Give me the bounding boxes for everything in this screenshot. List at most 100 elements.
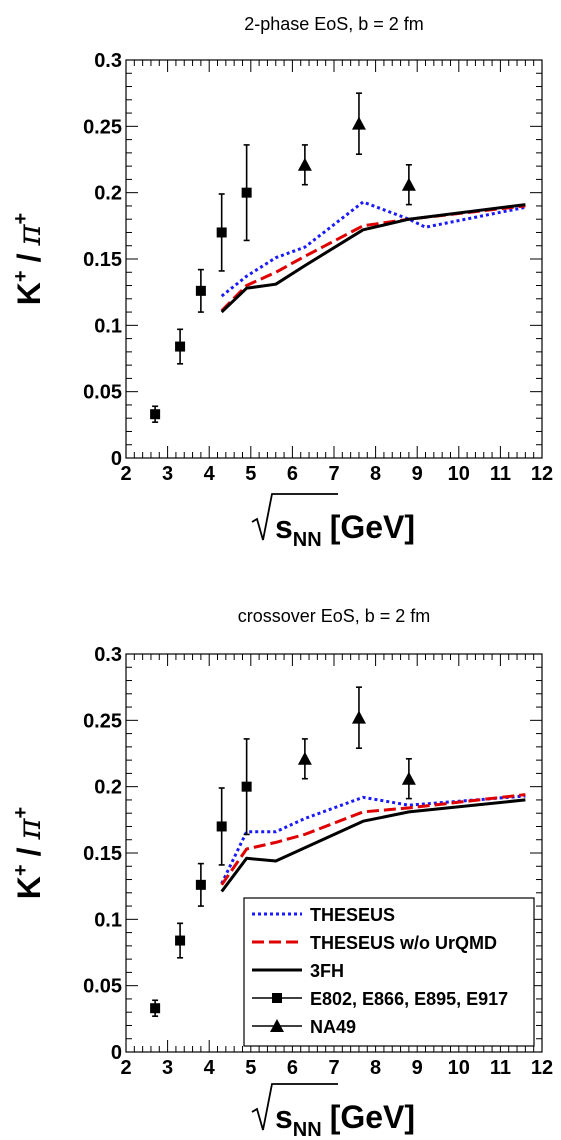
x-tick-label: 7	[328, 1057, 339, 1079]
y-tick-label: 0.15	[83, 249, 122, 271]
y-label-pi: π	[10, 224, 48, 247]
x-tick-label: 3	[162, 463, 173, 485]
series-line-2	[220, 798, 526, 893]
chart-title: crossover EoS, b = 2 fm	[238, 606, 431, 626]
y-axis: 0 0.05 0.1 0.15 0.2 0.25 0.3	[83, 644, 542, 1064]
x-tick-label: 3	[162, 1057, 173, 1079]
radical-sign-icon	[251, 493, 338, 541]
data-point	[351, 116, 366, 130]
x-label-s: s	[275, 1099, 293, 1135]
y-tick-label: 0.1	[94, 315, 122, 337]
legend-item: THESEUS	[252, 905, 395, 925]
x-tick-label: 5	[245, 1057, 256, 1079]
data-point	[297, 157, 312, 171]
series-markers-3	[150, 144, 252, 423]
legend-label: NA49	[310, 1017, 356, 1037]
y-tick-label: 0.3	[94, 50, 122, 72]
x-tick-label: 10	[448, 463, 470, 485]
x-label-sub: NN	[293, 529, 322, 551]
x-axis: 2 3 4 5 6 7 8 9 10 11 12	[120, 654, 553, 1079]
legend-label: THESEUS w/o UrQMD	[310, 933, 497, 953]
y-tick-label: 0.25	[83, 710, 122, 732]
x-label-unit: [GeV]	[330, 509, 415, 545]
x-label-text: sNN [GeV]	[275, 1099, 415, 1140]
data-point	[241, 781, 252, 792]
series-line-1	[220, 204, 526, 312]
legend-box	[243, 897, 535, 1047]
y-tick-label: 0.05	[83, 976, 122, 998]
x-tick-label: 6	[287, 463, 298, 485]
x-tick-label: 4	[204, 1057, 216, 1079]
plot-frame	[125, 59, 543, 459]
y-tick-label: 0	[111, 448, 122, 470]
series-line-0	[220, 794, 526, 885]
data-point	[195, 879, 206, 890]
x-tick-label: 12	[531, 1057, 553, 1079]
x-label-text: sNN [GeV]	[275, 509, 415, 551]
x-axis-label: sNN [GeV]	[251, 493, 415, 551]
series-line-1	[220, 793, 526, 886]
x-tick-label: 12	[531, 463, 553, 485]
y-label-k: K	[11, 282, 47, 305]
legend-label: THESEUS	[310, 905, 395, 925]
series-line-0	[220, 200, 526, 298]
y-axis-label: K+/π+	[10, 807, 48, 899]
y-label-k: K	[11, 876, 47, 899]
x-tick-label: 4	[204, 463, 216, 485]
y-tick-label: 0.3	[94, 644, 122, 666]
y-label-slash: /	[11, 847, 47, 856]
data-point	[401, 177, 416, 191]
series-markers-3	[150, 738, 252, 1017]
series-line-2	[220, 203, 526, 314]
x-axis-label: sNN [GeV]	[251, 1083, 415, 1140]
chart-title: 2-phase EoS, b = 2 fm	[244, 14, 424, 34]
data-point	[175, 935, 186, 946]
x-label-sub: NN	[293, 1119, 322, 1140]
plot-area	[150, 686, 526, 1017]
data-point	[297, 751, 312, 765]
y-tick-label: 0.25	[83, 116, 122, 138]
x-tick-label: 8	[370, 1057, 381, 1079]
y-tick-label: 0.2	[94, 183, 122, 205]
x-label-unit: [GeV]	[330, 1099, 415, 1135]
x-tick-label: 8	[370, 463, 381, 485]
legend-swatch-marker	[270, 1019, 284, 1032]
x-label-s: s	[275, 509, 293, 545]
data-point	[216, 821, 227, 832]
data-point	[195, 285, 206, 296]
y-axis: 0 0.05 0.1 0.15 0.2 0.25 0.3	[83, 50, 542, 470]
data-point	[401, 771, 416, 785]
x-tick-label: 5	[245, 463, 256, 485]
legend-item: 3FH	[252, 961, 344, 981]
legend-swatch-marker	[272, 993, 282, 1003]
y-label-slash: /	[11, 253, 47, 262]
y-axis-label: K+/π+	[10, 213, 48, 305]
y-label-sup: +	[10, 864, 32, 876]
y-tick-label: 0.1	[94, 909, 122, 931]
radical-sign-icon	[251, 1083, 338, 1131]
y-label-sup: +	[10, 807, 32, 819]
y-label-sup: +	[10, 270, 32, 282]
series-markers-4	[297, 686, 416, 800]
legend-item: E802, E866, E895, E917	[252, 989, 508, 1009]
x-tick-label: 2	[120, 1057, 131, 1079]
x-tick-label: 6	[287, 1057, 298, 1079]
y-tick-label: 0	[111, 1042, 122, 1064]
x-axis: 2 3 4 5 6 7 8 9 10 11 12	[120, 60, 553, 485]
legend-label: 3FH	[310, 961, 344, 981]
x-tick-label: 10	[448, 1057, 470, 1079]
x-tick-label: 7	[328, 463, 339, 485]
chart-panel-2: crossover EoS, b = 2 fm 2 3 4 5 6 7 8 9 10 11 12 0 0.…	[10, 606, 553, 1140]
legend-label: E802, E866, E895, E917	[310, 989, 508, 1009]
y-tick-label: 0.2	[94, 777, 122, 799]
x-tick-label: 11	[490, 1057, 511, 1079]
x-tick-label: 9	[412, 1057, 423, 1079]
data-point	[150, 409, 161, 420]
x-tick-label: 11	[490, 463, 511, 485]
legend-item: NA49	[252, 1017, 356, 1037]
y-tick-label: 0.15	[83, 843, 122, 865]
y-label-pi: π	[10, 818, 48, 841]
chart-panel-1: 2-phase EoS, b = 2 fm 2 3 4 5 6 7 8 9 10 11 12 0 0.05…	[10, 14, 553, 551]
series-markers-4	[297, 92, 416, 206]
